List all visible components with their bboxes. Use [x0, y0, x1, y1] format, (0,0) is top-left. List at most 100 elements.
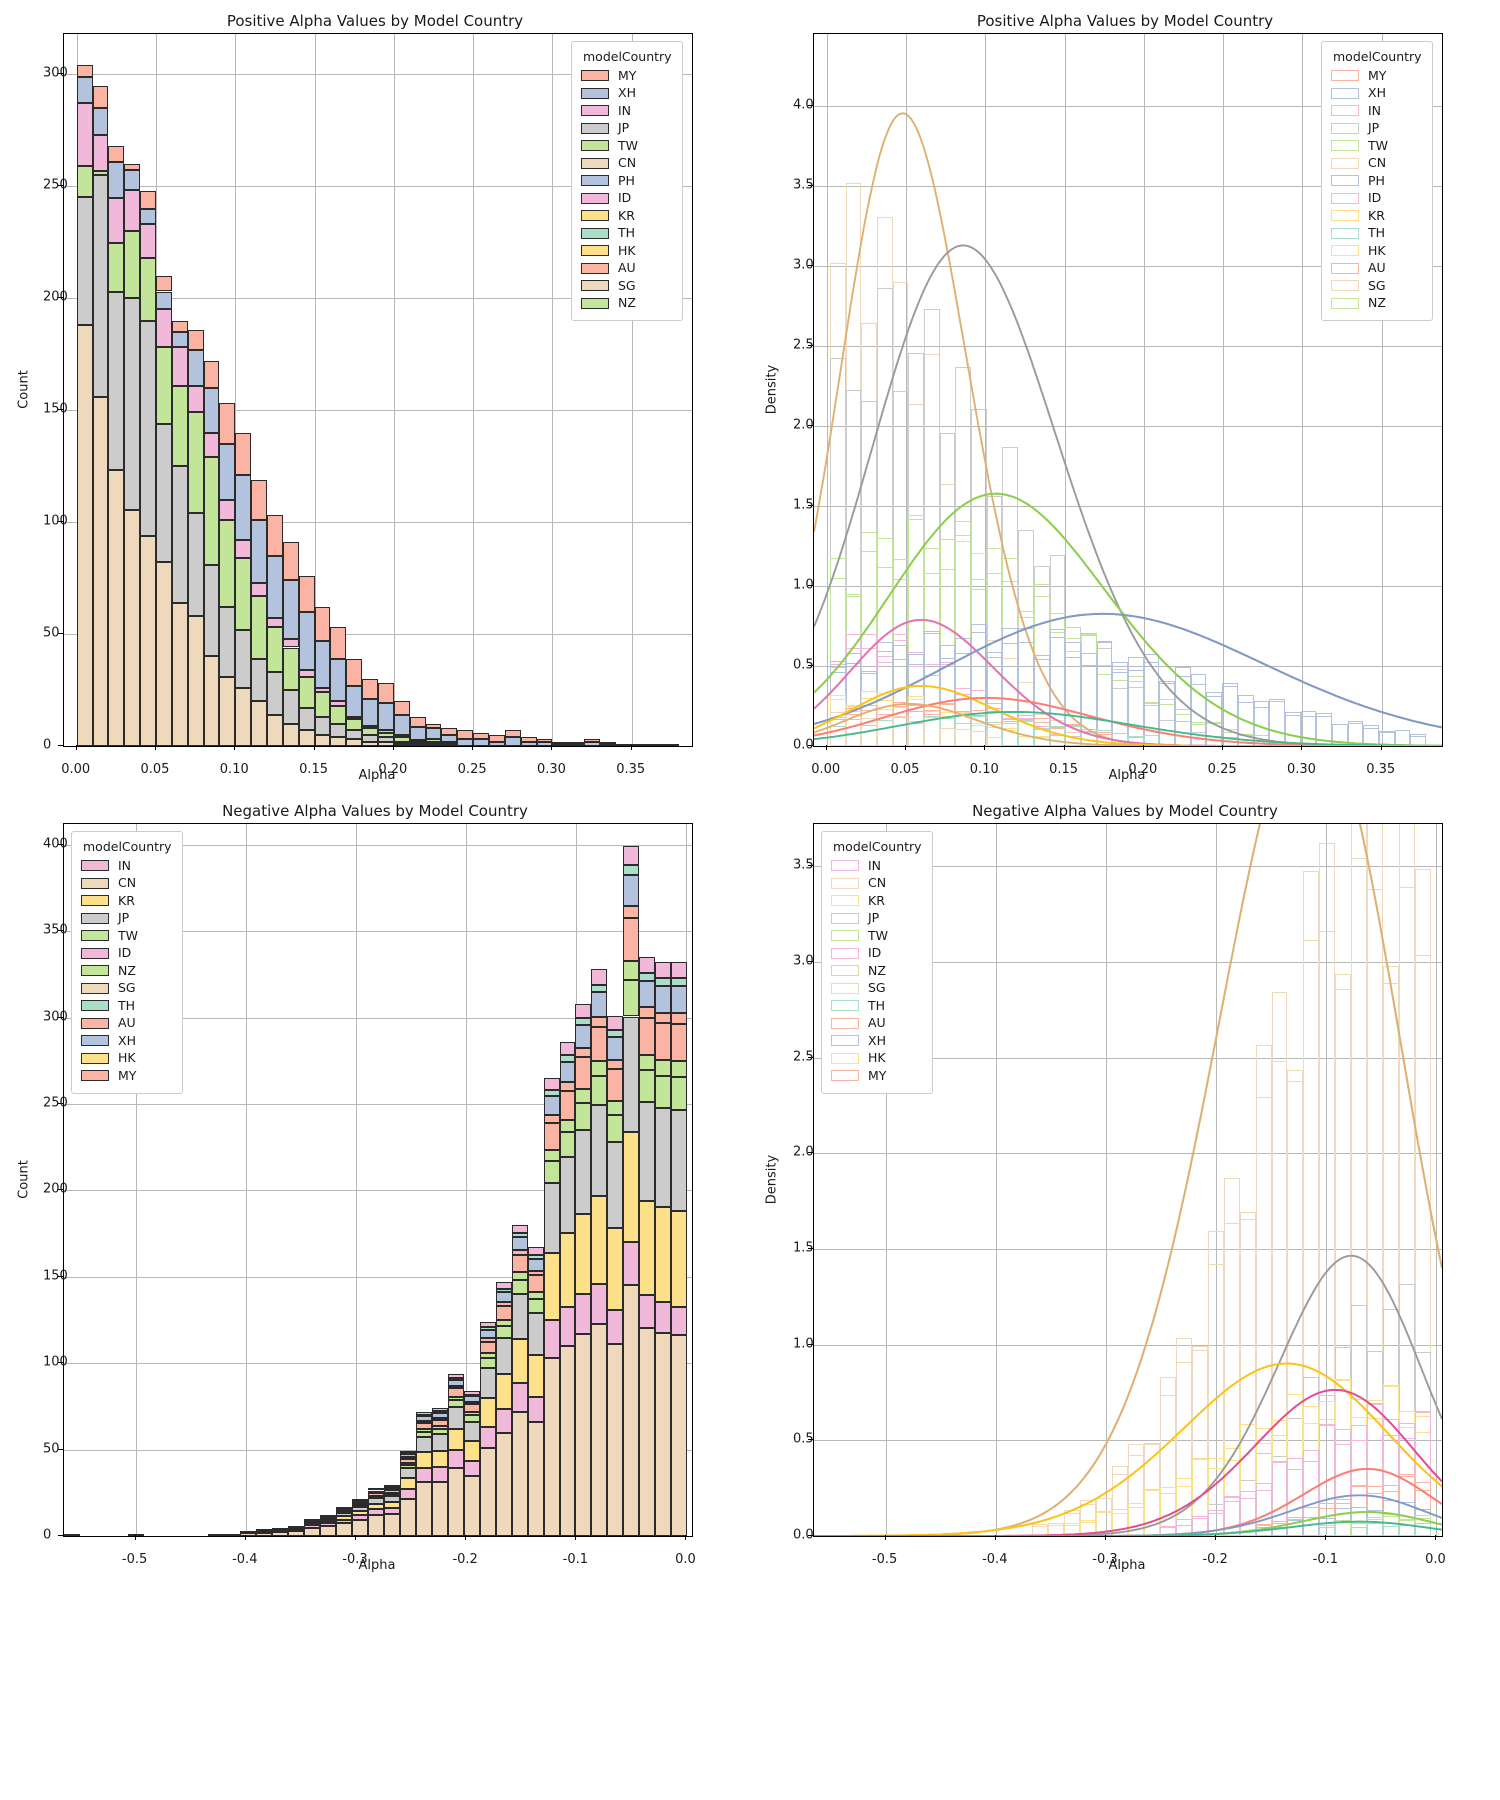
x-tick-mark	[904, 745, 906, 750]
legend-item-TW[interactable]: TW	[581, 137, 673, 155]
plot-area-top-right	[814, 34, 1442, 746]
histogram-segment-SG	[240, 1533, 256, 1536]
legend-item-SG[interactable]: SG	[831, 980, 923, 998]
legend-item-MY[interactable]: MY	[581, 67, 673, 85]
legend-item-MY[interactable]: MY	[831, 1067, 923, 1085]
histogram-segment-NZ	[575, 1102, 592, 1130]
legend-item-IN[interactable]: IN	[831, 857, 923, 875]
legend-item-MY[interactable]: MY	[1331, 67, 1423, 85]
histogram-segment-CN	[92, 396, 109, 746]
legend-item-CN[interactable]: CN	[831, 875, 923, 893]
legend-item-NZ[interactable]: NZ	[1331, 295, 1423, 313]
histogram-segment-AU	[409, 716, 426, 728]
histogram-segment-XH	[489, 741, 505, 746]
step-histogram-bar-SG	[924, 717, 940, 746]
legend-item-SG[interactable]: SG	[581, 277, 673, 295]
legend-label-ID: ID	[118, 945, 132, 960]
histogram-bar	[303, 1518, 320, 1536]
legend-title: modelCountry	[583, 49, 672, 64]
legend-item-AU[interactable]: AU	[81, 1015, 173, 1033]
gridline-horizontal	[64, 186, 692, 188]
legend-item-NZ[interactable]: NZ	[581, 295, 673, 313]
legend-item-JP[interactable]: JP	[1331, 120, 1423, 138]
x-tick-mark	[154, 745, 156, 750]
legend-item-ID[interactable]: ID	[581, 190, 673, 208]
y-tick-mark	[808, 505, 813, 506]
histogram-segment-JP	[298, 707, 315, 731]
legend-item-NZ[interactable]: NZ	[831, 962, 923, 980]
histogram-segment-AU	[495, 1305, 512, 1321]
x-tick-mark	[575, 1535, 577, 1540]
legend-item-IN[interactable]: IN	[581, 102, 673, 120]
legend-item-CN[interactable]: CN	[81, 875, 173, 893]
legend-item-TH[interactable]: TH	[1331, 225, 1423, 243]
histogram-segment-MY	[607, 1060, 624, 1070]
panel-top-right: Positive Alpha Values by Model Country D…	[750, 0, 1500, 790]
x-tick-label: -0.4	[232, 1552, 258, 1567]
histogram-segment-JP	[235, 629, 252, 688]
legend-item-XH[interactable]: XH	[81, 1032, 173, 1050]
legend-item-JP[interactable]: JP	[81, 910, 173, 928]
legend-item-SG[interactable]: SG	[81, 980, 173, 998]
legend-item-NZ[interactable]: NZ	[81, 962, 173, 980]
legend-item-TW[interactable]: TW	[81, 927, 173, 945]
histogram-segment-MY	[463, 1401, 480, 1405]
legend-item-HK[interactable]: HK	[1331, 242, 1423, 260]
legend-item-PH[interactable]: PH	[581, 172, 673, 190]
histogram-segment-AU	[155, 275, 172, 292]
histogram-segment-AU	[393, 701, 410, 715]
legend-item-AU[interactable]: AU	[831, 1015, 923, 1033]
legend-item-KR[interactable]: KR	[81, 892, 173, 910]
histogram-segment-JP	[367, 1498, 384, 1504]
legend-item-TW[interactable]: TW	[831, 927, 923, 945]
legend-item-CN[interactable]: CN	[581, 155, 673, 173]
legend-item-ID[interactable]: ID	[1331, 190, 1423, 208]
histogram-segment-XH	[298, 611, 315, 670]
legend-item-PH[interactable]: PH	[1331, 172, 1423, 190]
histogram-segment-IN	[203, 432, 220, 458]
histogram-segment-JP	[271, 1527, 288, 1530]
legend-item-SG[interactable]: SG	[1331, 277, 1423, 295]
legend-item-KR[interactable]: KR	[831, 892, 923, 910]
x-tick-label: 0.05	[140, 762, 170, 777]
histogram-segment-KR	[447, 1428, 464, 1451]
legend-swatch-CN	[831, 877, 859, 889]
legend-item-TW[interactable]: TW	[1331, 137, 1423, 155]
legend-item-IN[interactable]: IN	[1331, 102, 1423, 120]
histogram-bar	[330, 627, 347, 746]
legend-item-AU[interactable]: AU	[581, 260, 673, 278]
legend-item-IN[interactable]: IN	[81, 857, 173, 875]
legend-item-ID[interactable]: ID	[81, 945, 173, 963]
legend-item-MY[interactable]: MY	[81, 1067, 173, 1085]
legend-item-XH[interactable]: XH	[581, 85, 673, 103]
histogram-segment-CN	[171, 602, 188, 746]
legend-item-JP[interactable]: JP	[831, 910, 923, 928]
gridline-vertical	[826, 34, 828, 746]
legend-item-CN[interactable]: CN	[1331, 155, 1423, 173]
legend-item-HK[interactable]: HK	[831, 1050, 923, 1068]
histogram-segment-TW	[378, 732, 394, 738]
legend-item-JP[interactable]: JP	[581, 120, 673, 138]
legend-swatch-ID	[581, 192, 609, 204]
histogram-segment-IN	[623, 1242, 640, 1285]
histogram-segment-TW	[495, 1320, 512, 1326]
legend-item-TH[interactable]: TH	[581, 225, 673, 243]
legend-item-KR[interactable]: KR	[581, 207, 673, 225]
legend-item-XH[interactable]: XH	[831, 1032, 923, 1050]
legend-item-HK[interactable]: HK	[581, 242, 673, 260]
histogram-segment-MY	[623, 905, 640, 919]
histogram-segment-AU	[584, 739, 600, 742]
y-tick-mark	[58, 930, 63, 932]
gridline-horizontal	[814, 746, 1442, 747]
step-histogram-bar-SG	[908, 720, 924, 746]
legend-item-ID[interactable]: ID	[831, 945, 923, 963]
legend-item-KR[interactable]: KR	[1331, 207, 1423, 225]
legend-item-TH[interactable]: TH	[831, 997, 923, 1015]
histogram-segment-TW	[330, 705, 347, 724]
legend-item-TH[interactable]: TH	[81, 997, 173, 1015]
histogram-segment-TW	[124, 230, 141, 299]
legend-item-HK[interactable]: HK	[81, 1050, 173, 1068]
legend-item-XH[interactable]: XH	[1331, 85, 1423, 103]
legend-item-AU[interactable]: AU	[1331, 260, 1423, 278]
gridline-horizontal	[64, 1190, 692, 1192]
